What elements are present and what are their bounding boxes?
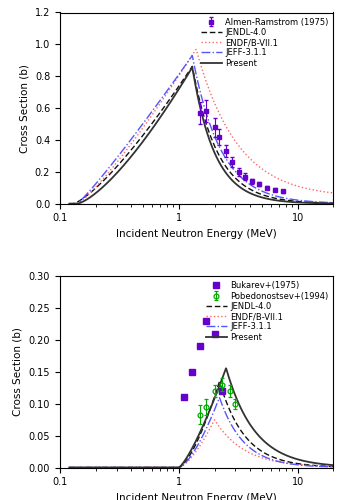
ENDF/B-VII.1 [228,436,232,442]
ENDF/B-VII.1 [295,462,299,468]
JEFF-3.1.1 [236,171,240,177]
JEFF-3.1.1 [83,464,88,470]
Bukarev+(1975) [182,394,186,400]
JENDL-4.0 [268,453,272,459]
Present [67,200,71,206]
ENDF/B-VII.1 [83,464,88,470]
JEFF-3.1.1 [190,52,194,59]
Present [228,378,232,384]
Bukarev+(1975) [212,330,216,336]
JENDL-4.0 [228,408,232,414]
JENDL-4.0 [190,64,194,70]
ENDF/B-VII.1 [228,130,232,136]
JENDL-4.0 [331,464,336,469]
Legend: Almen-Ramstrom (1975), JENDL-4.0, ENDF/B-VII.1, JEFF-3.1.1, Present: Almen-Ramstrom (1975), JENDL-4.0, ENDF/B… [198,14,332,71]
JEFF-3.1.1 [83,192,88,198]
JENDL-4.0 [67,200,71,206]
ENDF/B-VII.1 [236,142,240,148]
JENDL-4.0 [236,423,240,429]
JENDL-4.0 [83,194,88,200]
Line: Bukarev+(1975): Bukarev+(1975) [181,318,225,400]
Present [83,464,88,470]
Bukarev+(1975) [204,318,208,324]
JEFF-3.1.1 [217,394,221,400]
Present [295,456,299,462]
ENDF/B-VII.1 [268,171,272,177]
JEFF-3.1.1 [221,151,225,157]
Y-axis label: Cross Section (b): Cross Section (b) [13,328,23,416]
Line: JENDL-4.0: JENDL-4.0 [69,382,333,468]
JEFF-3.1.1 [331,464,336,470]
JENDL-4.0 [83,464,88,470]
Present [268,196,272,202]
JEFF-3.1.1 [221,404,225,410]
Line: JEFF-3.1.1: JEFF-3.1.1 [69,398,333,468]
Y-axis label: Cross Section (b): Cross Section (b) [19,64,29,152]
Bukarev+(1975) [190,369,194,375]
ENDF/B-VII.1 [67,200,71,206]
JEFF-3.1.1 [331,200,336,205]
JENDL-4.0 [295,198,299,204]
ENDF/B-VII.1 [331,464,336,469]
X-axis label: Incident Neutron Energy (MeV): Incident Neutron Energy (MeV) [116,229,277,239]
Present [190,64,194,70]
ENDF/B-VII.1 [67,464,71,470]
JENDL-4.0 [228,169,232,175]
JEFF-3.1.1 [67,200,71,206]
Line: Present: Present [69,368,333,468]
ENDF/B-VII.1 [221,428,225,434]
Line: ENDF/B-VII.1: ENDF/B-VII.1 [69,50,333,203]
Line: JENDL-4.0: JENDL-4.0 [69,66,333,203]
ENDF/B-VII.1 [268,457,272,463]
ENDF/B-VII.1 [212,417,216,423]
Present [221,166,225,172]
JEFF-3.1.1 [268,191,272,197]
ENDF/B-VII.1 [194,46,198,52]
Present [83,198,88,203]
ENDF/B-VII.1 [236,442,240,448]
JEFF-3.1.1 [228,162,232,168]
Present [236,398,240,404]
ENDF/B-VII.1 [221,118,225,124]
Present [331,462,336,468]
JENDL-4.0 [221,390,225,396]
X-axis label: Incident Neutron Energy (MeV): Incident Neutron Energy (MeV) [116,493,277,500]
JEFF-3.1.1 [236,432,240,438]
JENDL-4.0 [217,379,221,385]
Line: Present: Present [69,68,333,203]
Present [295,200,299,205]
JENDL-4.0 [331,200,336,206]
JEFF-3.1.1 [295,462,299,468]
JENDL-4.0 [67,464,71,470]
JENDL-4.0 [268,194,272,200]
Legend: Bukarev+(1975), Pobedonostsev+(1994), JENDL-4.0, ENDF/B-VII.1, JEFF-3.1.1, Prese: Bukarev+(1975), Pobedonostsev+(1994), JE… [203,278,332,345]
Present [67,464,71,470]
JENDL-4.0 [295,460,299,466]
Present [228,175,232,181]
Bukarev+(1975) [220,388,224,394]
Present [331,200,336,206]
Line: ENDF/B-VII.1: ENDF/B-VII.1 [69,420,333,468]
Present [236,182,240,188]
JEFF-3.1.1 [295,197,299,203]
ENDF/B-VII.1 [331,190,336,196]
Line: JEFF-3.1.1: JEFF-3.1.1 [69,56,333,204]
Bukarev+(1975) [198,344,202,349]
Present [221,374,225,380]
JENDL-4.0 [236,178,240,184]
ENDF/B-VII.1 [295,183,299,189]
JEFF-3.1.1 [228,419,232,425]
Present [268,443,272,449]
Present [224,366,228,372]
JEFF-3.1.1 [67,464,71,470]
ENDF/B-VII.1 [83,194,88,200]
JENDL-4.0 [221,159,225,165]
JEFF-3.1.1 [268,456,272,462]
